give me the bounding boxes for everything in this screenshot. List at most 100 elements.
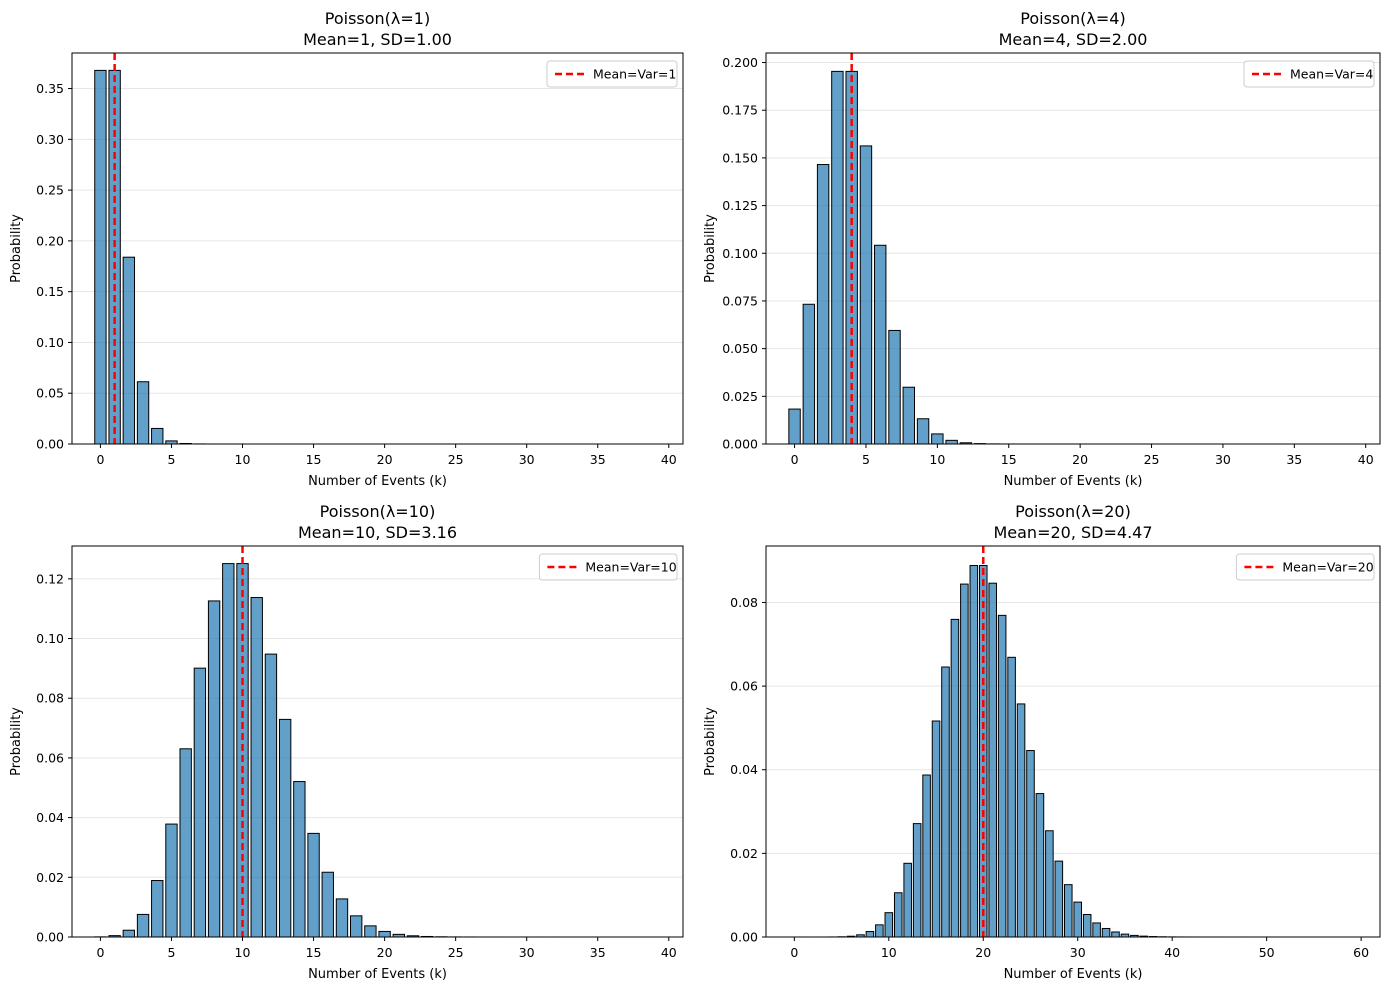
y-tick-label: 0.050 xyxy=(722,341,758,356)
bar-k-14 xyxy=(293,781,306,938)
y-tick-label: 0.04 xyxy=(730,762,758,777)
x-tick-label: 5 xyxy=(167,945,175,960)
y-tick-label: 0.20 xyxy=(36,233,64,248)
y-tick-label: 0.075 xyxy=(722,293,758,308)
bar-k-17 xyxy=(335,898,349,938)
y-tick-label: 0.25 xyxy=(36,183,64,198)
bar-k-15 xyxy=(307,832,320,938)
y-tick-label: 0.125 xyxy=(722,198,758,213)
bar-k-18 xyxy=(350,915,363,938)
legend: Mean=Var=20 xyxy=(1235,553,1375,581)
subplot-subtitle: Mean=4, SD=2.00 xyxy=(999,30,1148,49)
bar-k-3 xyxy=(136,381,150,445)
bar-k-9 xyxy=(222,563,235,938)
subplot-title: Poisson(λ=4) xyxy=(1020,9,1125,28)
y-tick-label: 0.06 xyxy=(36,750,64,765)
x-tick-label: 40 xyxy=(661,452,677,467)
bar-k-21 xyxy=(988,582,997,938)
x-tick-label: 25 xyxy=(1144,452,1160,467)
subplot-subtitle: Mean=1, SD=1.00 xyxy=(303,30,452,49)
legend-box xyxy=(538,553,678,581)
y-tick-label: 0.08 xyxy=(36,691,64,706)
legend-label: Mean=Var=4 xyxy=(1290,67,1373,82)
y-axis-label: Probability xyxy=(703,214,718,283)
x-tick-label: 30 xyxy=(519,945,535,960)
x-tick-label: 35 xyxy=(1286,452,1302,467)
bar-k-17 xyxy=(950,618,960,938)
bar-k-1 xyxy=(802,303,816,445)
x-tick-label: 0 xyxy=(791,452,799,467)
bar-k-14 xyxy=(922,774,931,938)
y-tick-label: 0.025 xyxy=(722,389,758,404)
bar-k-7 xyxy=(888,329,901,445)
bar-k-15 xyxy=(931,720,941,938)
x-tick-label: 20 xyxy=(975,945,991,960)
x-tick-label: 30 xyxy=(1215,452,1231,467)
bar-k-2 xyxy=(122,929,136,938)
y-tick-label: 0.175 xyxy=(722,103,758,118)
y-tick-label: 0.05 xyxy=(36,386,64,401)
bar-k-2 xyxy=(816,164,830,445)
y-axis-label: Probability xyxy=(9,214,24,283)
x-tick-label: 20 xyxy=(377,452,393,467)
y-tick-label: 0.100 xyxy=(722,246,758,261)
legend-box xyxy=(1243,60,1375,88)
y-tick-label: 0.30 xyxy=(36,132,64,147)
x-tick-label: 5 xyxy=(862,452,870,467)
y-tick-label: 0.00 xyxy=(36,930,64,945)
bar-k-31 xyxy=(1082,913,1092,938)
bar-k-16 xyxy=(941,666,950,938)
bar-k-5 xyxy=(165,823,178,938)
bar-k-9 xyxy=(875,924,884,938)
bar-k-10 xyxy=(931,433,944,445)
x-tick-label: 0 xyxy=(96,452,104,467)
y-tick-label: 0.150 xyxy=(722,150,758,165)
x-tick-label: 30 xyxy=(519,452,535,467)
bar-k-33 xyxy=(1101,927,1111,938)
y-axis-label: Probability xyxy=(703,707,718,776)
bar-k-12 xyxy=(264,653,278,938)
bar-k-32 xyxy=(1092,922,1101,938)
axes-frame xyxy=(71,545,684,938)
x-tick-label: 25 xyxy=(448,945,464,960)
legend: Mean=Var=4 xyxy=(1243,60,1375,88)
y-tick-label: 0.00 xyxy=(730,930,758,945)
bar-k-20 xyxy=(378,930,391,938)
y-tick-label: 0.35 xyxy=(36,81,64,96)
legend: Mean=Var=1 xyxy=(546,60,678,88)
x-tick-label: 10 xyxy=(235,452,251,467)
axes-frame xyxy=(765,52,1381,445)
y-tick-label: 0.02 xyxy=(36,870,64,885)
legend-box xyxy=(1235,553,1375,581)
bar-k-29 xyxy=(1063,884,1073,938)
y-tick-label: 0.200 xyxy=(722,55,758,70)
y-tick-label: 0.15 xyxy=(36,284,64,299)
bar-k-4 xyxy=(151,880,164,938)
bar-k-34 xyxy=(1111,931,1120,938)
y-tick-label: 0.10 xyxy=(36,631,64,646)
y-axis-label: Probability xyxy=(9,707,24,776)
bar-k-8 xyxy=(207,600,221,938)
bar-k-11 xyxy=(250,597,263,938)
bar-k-3 xyxy=(136,913,150,938)
bar-k-19 xyxy=(969,565,979,938)
legend-label: Mean=Var=20 xyxy=(1282,560,1373,575)
subplot-title: Poisson(λ=10) xyxy=(320,502,436,521)
x-tick-label: 35 xyxy=(590,452,606,467)
x-tick-label: 10 xyxy=(235,945,251,960)
bar-k-6 xyxy=(179,748,192,938)
x-tick-label: 20 xyxy=(1072,452,1088,467)
x-tick-label: 15 xyxy=(306,945,322,960)
bar-k-9 xyxy=(916,418,930,445)
axes-frame xyxy=(71,52,684,445)
x-tick-label: 0 xyxy=(96,945,104,960)
bar-k-30 xyxy=(1073,901,1083,938)
subplot-title: Poisson(λ=1) xyxy=(325,9,430,28)
x-axis-label: Number of Events (k) xyxy=(308,967,447,982)
y-tick-label: 0.000 xyxy=(722,437,758,452)
bar-k-8 xyxy=(902,386,916,445)
bar-k-11 xyxy=(945,439,958,445)
x-tick-label: 30 xyxy=(1070,945,1086,960)
bar-k-24 xyxy=(1016,703,1026,938)
